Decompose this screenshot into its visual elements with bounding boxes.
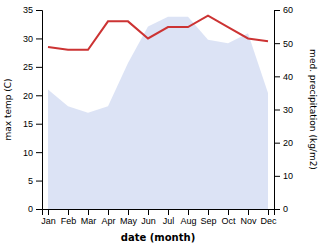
tick-mark bbox=[48, 209, 49, 215]
tick-mark bbox=[274, 176, 280, 177]
y2-axis-title: med. precipitation (kg/m2) bbox=[308, 49, 318, 170]
tick: 10 bbox=[274, 171, 293, 181]
area bbox=[48, 17, 268, 209]
tick-mark bbox=[36, 152, 42, 153]
tick-mark bbox=[36, 95, 42, 96]
tick: Oct bbox=[221, 209, 236, 226]
tick-mark bbox=[274, 43, 280, 44]
tick-mark bbox=[88, 209, 89, 215]
tick-label: 20 bbox=[283, 138, 293, 148]
plot: Jan Feb Mar Apr MayJun Jul Aug Sep Oct NovDec 0 5 10… bbox=[23, 5, 293, 226]
tick-mark bbox=[274, 76, 280, 77]
tick-label: 60 bbox=[283, 5, 293, 15]
tick-label: 50 bbox=[283, 39, 293, 49]
tick: 30 bbox=[23, 34, 42, 44]
tick: Apr bbox=[101, 209, 115, 226]
tick-label: 10 bbox=[23, 148, 33, 158]
tick-mark bbox=[188, 209, 189, 215]
tick-mark bbox=[168, 209, 169, 215]
tick: 20 bbox=[23, 91, 42, 101]
x-axis-title: date (month) bbox=[121, 232, 195, 243]
tick: Dec bbox=[260, 209, 277, 226]
tick: Sep bbox=[200, 209, 216, 226]
tick-mark bbox=[36, 10, 42, 11]
tick-label: 35 bbox=[23, 5, 33, 15]
tick-label: 5 bbox=[28, 176, 33, 186]
tick: 35 bbox=[23, 5, 42, 15]
chart: Jan Feb Mar Apr MayJun Jul Aug Sep Oct NovDec 0 5 10… bbox=[0, 0, 318, 247]
y2-axis: 0 10 20 30 40 50 60 bbox=[274, 5, 293, 214]
tick-mark bbox=[36, 209, 42, 210]
tick: 15 bbox=[23, 119, 42, 129]
tick-label: Sep bbox=[200, 216, 216, 226]
tick-mark bbox=[36, 38, 42, 39]
tick-mark bbox=[36, 124, 42, 125]
tick-label: Mar bbox=[81, 216, 97, 226]
tick-mark bbox=[148, 209, 149, 215]
tick: Aug bbox=[180, 209, 196, 226]
tick-label: 25 bbox=[23, 62, 33, 72]
tick: 10 bbox=[23, 148, 42, 158]
tick: 30 bbox=[274, 105, 293, 115]
line bbox=[48, 16, 268, 50]
tick-label: 20 bbox=[23, 91, 33, 101]
tick: Jul bbox=[163, 209, 175, 226]
tick: 25 bbox=[23, 62, 42, 72]
tick: Jun bbox=[141, 209, 156, 226]
tick-mark bbox=[128, 209, 129, 215]
tick-label: 0 bbox=[283, 204, 288, 214]
tick-label: Nov bbox=[240, 216, 257, 226]
tick-mark bbox=[228, 209, 229, 215]
tick-label: 0 bbox=[28, 204, 33, 214]
tick-label: 10 bbox=[283, 171, 293, 181]
tick: 0 bbox=[274, 204, 288, 214]
axis-line bbox=[43, 210, 275, 216]
tick-label: Jun bbox=[141, 216, 156, 226]
tick-label: May bbox=[120, 216, 138, 226]
tick: Feb bbox=[61, 209, 77, 226]
tick-label: 30 bbox=[283, 105, 293, 115]
axis-line bbox=[275, 11, 281, 210]
tick: 20 bbox=[274, 138, 293, 148]
tick-label: Apr bbox=[101, 216, 115, 226]
tick-mark bbox=[108, 209, 109, 215]
tick: 0 bbox=[28, 204, 42, 214]
tick-mark bbox=[274, 110, 280, 111]
tick-mark bbox=[274, 10, 280, 11]
tick-label: 30 bbox=[23, 34, 33, 44]
tick: Jan bbox=[41, 209, 56, 226]
tick-label: Jan bbox=[41, 216, 56, 226]
tick-mark bbox=[36, 181, 42, 182]
tick: 60 bbox=[274, 5, 293, 15]
tick: 40 bbox=[274, 72, 293, 82]
tick-mark bbox=[274, 143, 280, 144]
tick-label: Oct bbox=[221, 216, 236, 226]
tick-label: Dec bbox=[260, 216, 277, 226]
x-axis: Jan Feb Mar Apr MayJun Jul Aug Sep Oct NovDec bbox=[41, 209, 277, 226]
tick-label: 15 bbox=[23, 119, 33, 129]
tick-mark bbox=[268, 209, 269, 215]
tick: May bbox=[120, 209, 138, 226]
tick-mark bbox=[68, 209, 69, 215]
tick-mark bbox=[36, 67, 42, 68]
tick-label: 40 bbox=[283, 72, 293, 82]
tick: Mar bbox=[81, 209, 97, 226]
tick: Nov bbox=[240, 209, 257, 226]
tick-mark bbox=[274, 209, 280, 210]
tick: 5 bbox=[28, 176, 42, 186]
tick-label: Aug bbox=[180, 216, 196, 226]
y-axis-title: max temp (C) bbox=[3, 78, 13, 140]
tick: 50 bbox=[274, 39, 293, 49]
marks bbox=[48, 16, 268, 209]
axis-line bbox=[36, 11, 43, 210]
y-axis: 0 5 10 15 20 25 30 35 bbox=[23, 5, 43, 214]
tick-mark bbox=[208, 209, 209, 215]
tick-label: Jul bbox=[163, 216, 175, 226]
tick-mark bbox=[248, 209, 249, 215]
tick-label: Feb bbox=[61, 216, 77, 226]
